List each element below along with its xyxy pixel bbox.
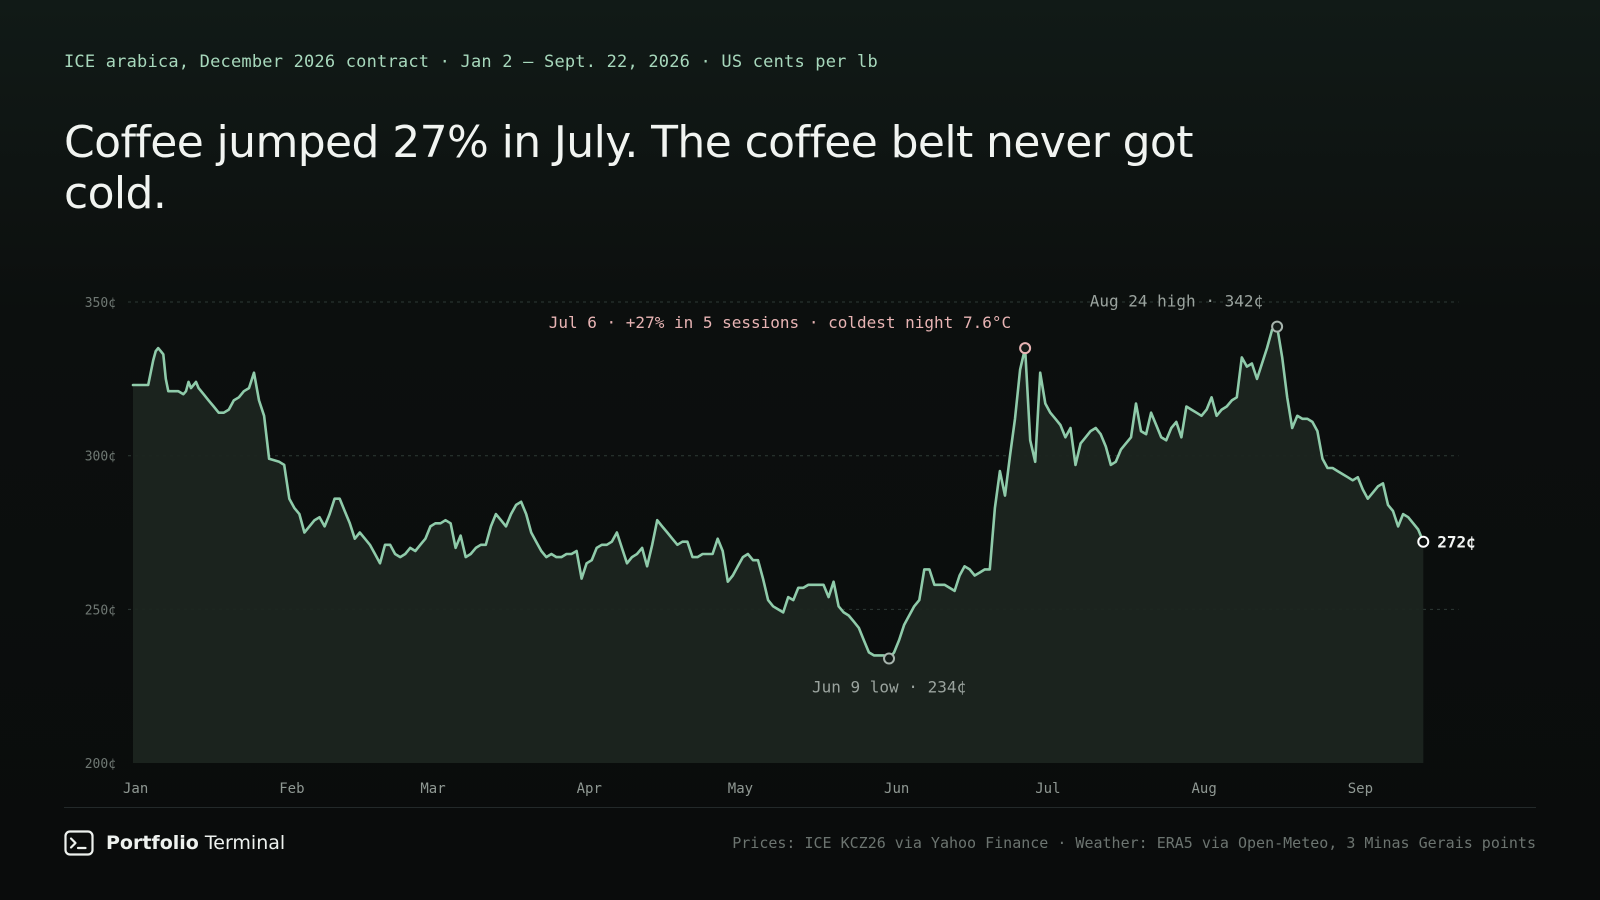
x-tick-label: Sep bbox=[1348, 781, 1373, 797]
low-marker bbox=[883, 652, 896, 665]
terminal-prompt-icon bbox=[64, 830, 94, 856]
last-price-marker bbox=[1417, 535, 1430, 548]
brand-name-bold: Portfolio bbox=[106, 832, 199, 854]
x-tick-label: May bbox=[728, 781, 753, 797]
x-tick-label: Apr bbox=[577, 781, 602, 797]
high-marker bbox=[1271, 320, 1284, 333]
source-credit: Prices: ICE KCZ26 via Yahoo Finance · We… bbox=[732, 834, 1536, 852]
x-tick-label: Jan bbox=[123, 781, 148, 797]
price-area bbox=[133, 326, 1424, 763]
july-peak-marker bbox=[1019, 342, 1032, 355]
brand-name: Portfolio Terminal bbox=[106, 832, 285, 854]
price-line bbox=[131, 325, 1425, 660]
x-tick-label: Aug bbox=[1191, 781, 1216, 797]
last-price-label: 272¢ bbox=[1437, 533, 1476, 552]
y-tick-label: 250¢ bbox=[85, 603, 116, 618]
brand-logo: Portfolio Terminal bbox=[64, 829, 285, 857]
chart-subtitle: ICE arabica, December 2026 contract · Ja… bbox=[64, 52, 878, 72]
x-tick-label: Mar bbox=[420, 781, 445, 797]
chart-title: Coffee jumped 27% in July. The coffee be… bbox=[64, 117, 1194, 220]
x-tick-label: Jul bbox=[1035, 781, 1060, 797]
y-tick-label: 300¢ bbox=[85, 450, 116, 465]
low-label: Jun 9 low · 234¢ bbox=[812, 678, 966, 697]
x-tick-label: Jun bbox=[884, 781, 909, 797]
july-peak-label: Jul 6 · +27% in 5 sessions · coldest nig… bbox=[549, 313, 1011, 332]
footer-divider bbox=[64, 807, 1536, 808]
y-tick-label: 350¢ bbox=[85, 296, 116, 311]
brand-name-rest: Terminal bbox=[198, 832, 286, 854]
y-tick-label: 200¢ bbox=[85, 757, 116, 772]
x-tick-label: Feb bbox=[279, 781, 304, 797]
high-label: Aug 24 high · 342¢ bbox=[1090, 292, 1263, 311]
